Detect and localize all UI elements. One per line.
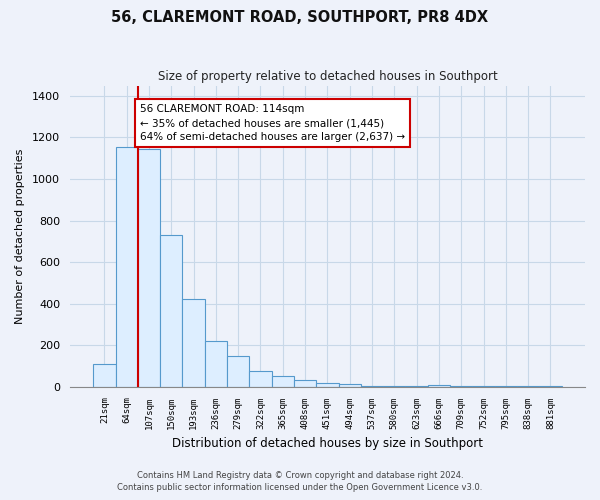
Text: Contains HM Land Registry data © Crown copyright and database right 2024.
Contai: Contains HM Land Registry data © Crown c… — [118, 471, 482, 492]
Bar — [316, 383, 338, 386]
Bar — [250, 371, 272, 386]
Bar — [182, 300, 205, 386]
Bar — [160, 235, 182, 386]
Bar — [227, 356, 250, 386]
Bar — [272, 376, 294, 386]
Bar — [138, 149, 160, 386]
Y-axis label: Number of detached properties: Number of detached properties — [15, 148, 25, 324]
X-axis label: Distribution of detached houses by size in Southport: Distribution of detached houses by size … — [172, 437, 483, 450]
Bar — [428, 385, 450, 386]
Title: Size of property relative to detached houses in Southport: Size of property relative to detached ho… — [158, 70, 497, 83]
Bar — [338, 384, 361, 386]
Bar — [205, 341, 227, 386]
Bar — [294, 380, 316, 386]
Bar — [116, 147, 138, 386]
Bar — [93, 364, 116, 386]
Text: 56, CLAREMONT ROAD, SOUTHPORT, PR8 4DX: 56, CLAREMONT ROAD, SOUTHPORT, PR8 4DX — [112, 10, 488, 25]
Text: 56 CLAREMONT ROAD: 114sqm
← 35% of detached houses are smaller (1,445)
64% of se: 56 CLAREMONT ROAD: 114sqm ← 35% of detac… — [140, 104, 405, 142]
